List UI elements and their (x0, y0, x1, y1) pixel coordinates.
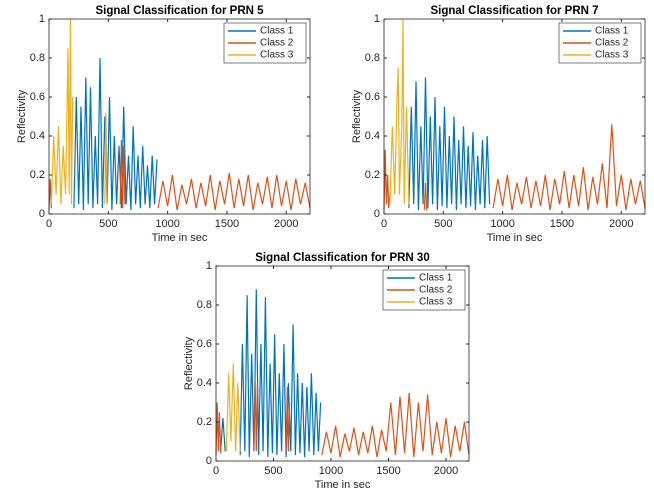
x-tick-label: 0 (381, 218, 387, 230)
series-line (408, 77, 491, 211)
x-tick-label: 0 (46, 218, 52, 230)
x-axis-label: Time in sec (315, 479, 371, 491)
y-tick-label: 0.4 (30, 130, 45, 142)
x-tick-label: 0 (213, 465, 219, 477)
y-tick-label: 0.8 (30, 52, 45, 64)
series-line (73, 57, 158, 211)
legend-label: Class 2 (260, 38, 294, 49)
y-tick-label: 1 (206, 260, 212, 272)
x-tick-label: 2000 (274, 218, 298, 230)
legend-label: Class 3 (260, 50, 294, 61)
chart-title: Signal Classification for PRN 7 (430, 5, 598, 17)
x-tick-label: 500 (264, 465, 282, 477)
chart-title: Signal Classification for PRN 5 (95, 5, 264, 17)
y-tick-label: 0 (374, 208, 380, 220)
x-axis-label: Time in sec (152, 232, 208, 244)
x-tick-label: 1500 (550, 218, 574, 230)
y-tick-label: 1 (374, 13, 380, 25)
y-tick-label: 0.2 (365, 169, 380, 181)
x-tick-label: 500 (434, 218, 452, 230)
y-tick-label: 0.2 (30, 169, 45, 181)
axes-box (383, 18, 646, 215)
x-tick-label: 1500 (215, 218, 239, 230)
axes: 0 500 1000 1500 2000 0 0.2 0.4 0.6 0.8 1 Signal Cla… (183, 252, 470, 491)
legend-label: Class 1 (419, 273, 453, 284)
y-axis-label: Reflectivity (16, 89, 28, 143)
chart-title: Signal Classification for PRN 30 (255, 252, 429, 264)
y-tick-label: 0.8 (197, 299, 212, 311)
legend-label: Class 2 (419, 285, 453, 296)
y-tick-label: 0.6 (30, 91, 45, 103)
series-line (50, 18, 108, 205)
y-tick-label: 0.2 (197, 416, 212, 428)
x-tick-label: 2000 (434, 465, 458, 477)
x-axis-label: Time in sec (487, 232, 543, 244)
y-tick-label: 0.8 (365, 52, 380, 64)
x-tick-label: 2000 (609, 218, 633, 230)
x-tick-label: 1500 (376, 465, 400, 477)
legend-label: Class 1 (260, 26, 294, 37)
x-tick-label: 1000 (319, 465, 343, 477)
x-tick-label: 1000 (490, 218, 514, 230)
y-tick-label: 0 (206, 455, 212, 467)
x-tick-label: 500 (99, 218, 117, 230)
legend-label: Class 3 (595, 50, 629, 61)
series-line (215, 379, 470, 458)
series-line (389, 18, 410, 205)
series-line (220, 289, 322, 458)
legend-label: Class 1 (595, 26, 629, 37)
series-line (383, 124, 646, 211)
y-tick-label: 0.6 (365, 91, 380, 103)
y-axis-label: Reflectivity (351, 89, 363, 143)
axes-box (215, 265, 470, 462)
y-tick-label: 0 (39, 208, 45, 220)
y-tick-label: 0.4 (197, 377, 212, 389)
legend-label: Class 3 (419, 297, 453, 308)
series-line (225, 363, 241, 452)
x-tick-label: 1000 (155, 218, 179, 230)
axes-box (48, 18, 311, 215)
y-tick-label: 0.6 (197, 338, 212, 350)
axes: 0 500 1000 1500 2000 0 0.2 0.4 0.6 0.8 1 Signal Cla… (16, 5, 311, 244)
y-axis-label: Reflectivity (183, 336, 195, 390)
y-tick-label: 1 (39, 13, 45, 25)
legend-label: Class 2 (595, 38, 629, 49)
y-tick-label: 0.4 (365, 130, 380, 142)
axes: 0 500 1000 1500 2000 0 0.2 0.4 0.6 0.8 1 Signal Cla… (351, 5, 646, 244)
